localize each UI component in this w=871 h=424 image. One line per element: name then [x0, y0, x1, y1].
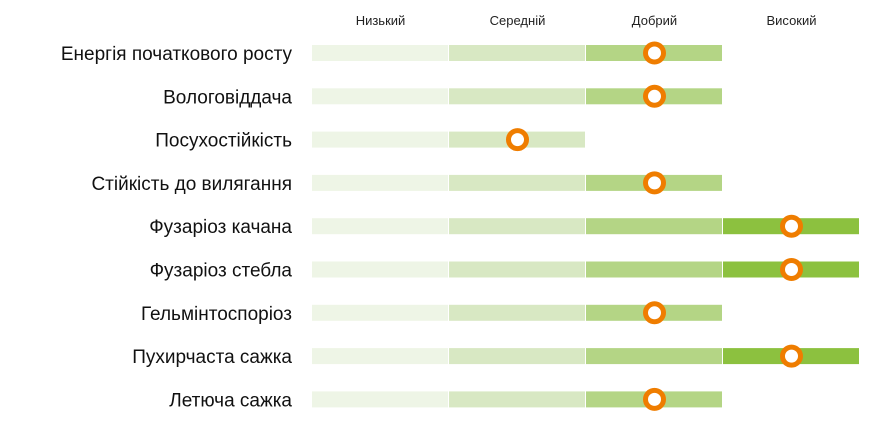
rating-marker — [643, 41, 666, 65]
bar-segment — [312, 391, 448, 408]
row-label: Фузаріоз стебла — [150, 261, 293, 282]
level-label: Низький — [356, 13, 406, 28]
rating-row: Фузаріоз стебла — [150, 258, 859, 282]
bar-segment — [312, 348, 448, 365]
bar-segment — [449, 304, 585, 321]
row-label: Посухостійкість — [155, 131, 292, 152]
bar-segment — [312, 131, 448, 148]
rating-row: Фузаріоз качана — [149, 214, 859, 238]
rating-row: Посухостійкість — [155, 128, 585, 152]
bar-segment — [312, 174, 448, 191]
rating-marker — [643, 171, 666, 195]
rating-marker — [506, 128, 529, 152]
level-label: Добрий — [632, 13, 677, 28]
rating-row: Пухирчаста сажка — [132, 344, 859, 368]
bar-segment — [312, 45, 448, 61]
level-label: Середній — [490, 13, 546, 28]
bar-segment — [449, 88, 585, 105]
row-label: Фузаріоз качана — [149, 217, 292, 238]
bar-segment — [449, 45, 585, 61]
rating-row: Летюча сажка — [169, 387, 722, 411]
rating-row: Гельмінтоспоріоз — [141, 301, 722, 325]
bar-segment — [449, 391, 585, 408]
level-headers: Низький Середній Добрий Високий — [356, 13, 817, 28]
row-label: Пухирчаста сажка — [132, 347, 292, 368]
bar-segment — [586, 218, 722, 235]
bar-segment — [312, 261, 448, 278]
row-label: Летюча сажка — [169, 390, 292, 411]
rating-row: Енергія початкового росту — [61, 41, 722, 65]
bar-segment — [449, 348, 585, 365]
rating-marker — [643, 387, 666, 411]
bar-segment — [312, 304, 448, 321]
bar-segment — [449, 218, 585, 235]
bar-segment — [312, 218, 448, 235]
rating-rows: Енергія початкового росту Вологовіддача По… — [61, 41, 859, 411]
bar-segment — [449, 174, 585, 191]
level-label: Високий — [766, 13, 816, 28]
row-label: Вологовіддача — [163, 87, 292, 108]
bar-segment — [586, 348, 722, 365]
rating-row: Стійкість до вилягання — [91, 171, 722, 195]
rating-marker — [780, 258, 803, 281]
bar-segment — [312, 88, 448, 105]
rating-marker — [780, 344, 803, 368]
rating-marker — [643, 301, 666, 325]
rating-marker — [643, 84, 666, 108]
rating-marker — [780, 214, 803, 238]
row-label: Енергія початкового росту — [61, 44, 293, 65]
row-label: Гельмінтоспоріоз — [141, 304, 292, 325]
rating-row: Вологовіддача — [163, 84, 722, 108]
bar-segment — [449, 261, 585, 278]
bar-segment — [586, 261, 722, 278]
row-label: Стійкість до вилягання — [91, 174, 292, 195]
